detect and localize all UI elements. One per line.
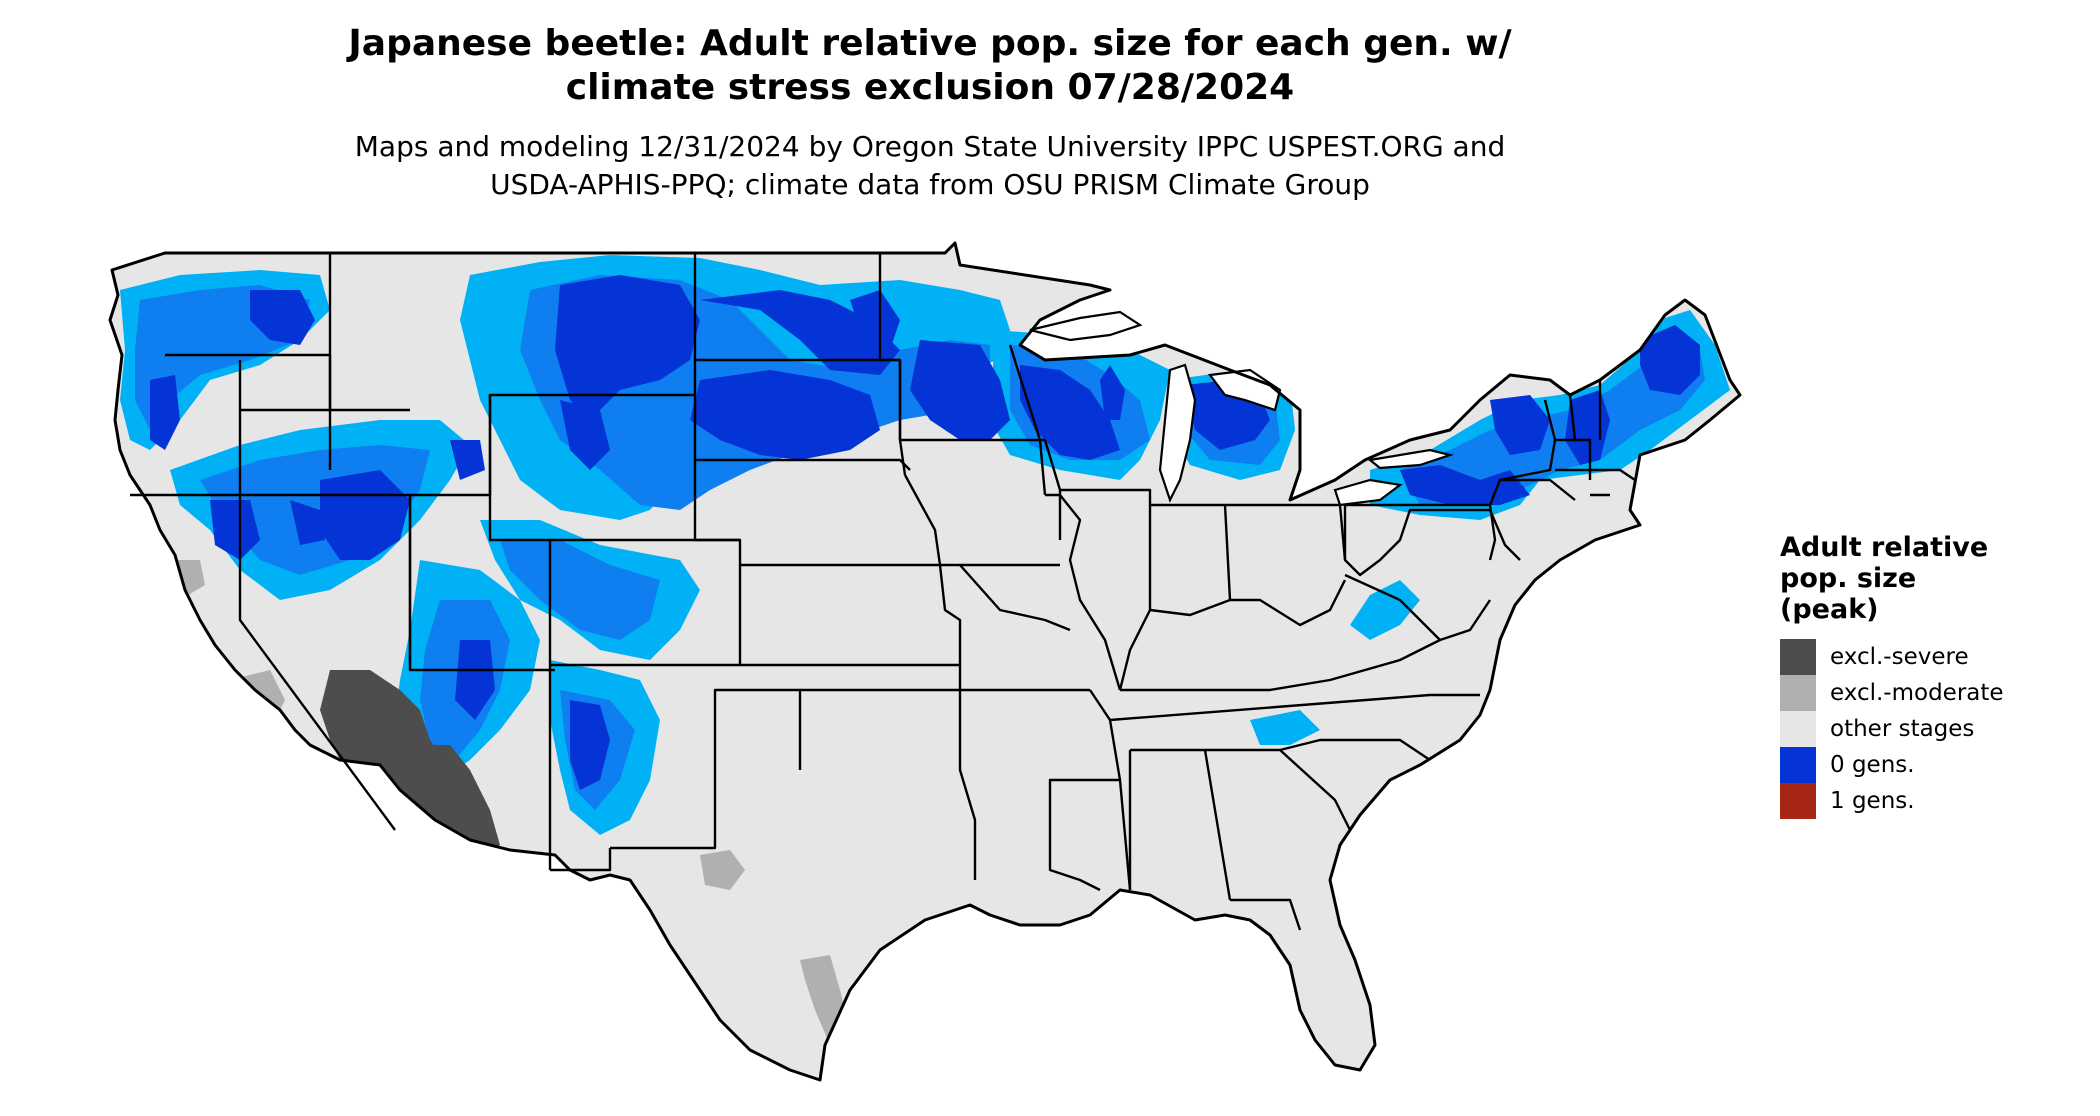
legend-label-other-stages: other stages	[1830, 716, 1975, 742]
legend-title-line-3: (peak)	[1780, 594, 1879, 625]
legend-title-line-2: pop. size	[1780, 563, 1917, 594]
zero-gens-dark-zone	[150, 275, 1700, 790]
legend-item-0-gens: 0 gens.	[1780, 747, 2080, 783]
legend-label-0-gens: 0 gens.	[1830, 752, 1915, 778]
map-subtitle-line-1: Maps and modeling 12/31/2024 by Oregon S…	[354, 130, 1506, 163]
map-title: Japanese beetle: Adult relative pop. siz…	[0, 22, 1860, 110]
legend-label-excl-moderate: excl.-moderate	[1830, 680, 2004, 706]
map-title-line-2: climate stress exclusion 07/28/2024	[565, 67, 1295, 108]
legend-swatch-other-stages	[1780, 711, 1816, 747]
excl-severe-zone	[320, 670, 500, 855]
map-subtitle: Maps and modeling 12/31/2024 by Oregon S…	[0, 128, 1860, 204]
great-lakes	[1029, 310, 1454, 507]
map-subtitle-line-2: USDA-APHIS-PPQ; climate data from OSU PR…	[490, 168, 1370, 201]
legend-swatch-excl-moderate	[1780, 675, 1816, 711]
legend-swatch-1-gens	[1780, 783, 1816, 819]
legend-item-excl-moderate: excl.-moderate	[1780, 675, 2080, 711]
map-title-line-1: Japanese beetle: Adult relative pop. siz…	[348, 23, 1512, 64]
legend-title: Adult relative pop. size (peak)	[1780, 532, 2080, 625]
legend-item-1-gens: 1 gens.	[1780, 783, 2080, 819]
legend-title-line-1: Adult relative	[1780, 532, 1989, 563]
state-borders	[130, 253, 1636, 931]
us-outline	[108, 241, 1742, 1082]
legend-item-excl-severe: excl.-severe	[1780, 639, 2080, 675]
legend-label-1-gens: 1 gens.	[1830, 788, 1915, 814]
legend: Adult relative pop. size (peak) excl.-se…	[1780, 532, 2080, 819]
legend-label-excl-severe: excl.-severe	[1830, 644, 1969, 670]
legend-swatch-0-gens	[1780, 747, 1816, 783]
legend-item-other-stages: other stages	[1780, 711, 2080, 747]
legend-swatch-excl-severe	[1780, 639, 1816, 675]
